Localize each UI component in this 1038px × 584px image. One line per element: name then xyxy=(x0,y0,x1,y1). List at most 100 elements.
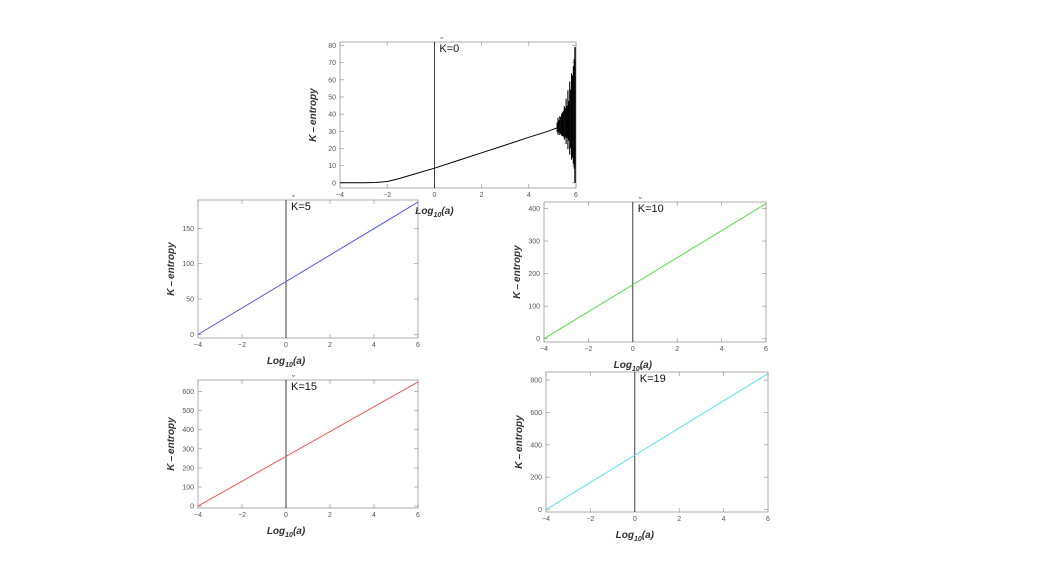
y-tick-label: 80 xyxy=(328,43,336,50)
y-tick-label: 400 xyxy=(182,427,194,434)
y-tick-label: 70 xyxy=(328,60,336,67)
y-axis-label: K – entropy xyxy=(166,242,177,296)
y-tick-label: 200 xyxy=(182,465,194,472)
y-tick-label: 400 xyxy=(530,442,542,449)
chart-panel-k0: 0 10 20 30 40 50 60 70 80 −4 −2 0 2 4 6 K=0 ˇ K – entropy… xyxy=(290,30,590,225)
y-tick-label: 0 xyxy=(190,332,194,339)
x-tick-label: 0 xyxy=(284,512,288,519)
y-tick-label: 0 xyxy=(190,504,194,511)
y-tick-label: 600 xyxy=(530,410,542,417)
plot-annotation: K=0 xyxy=(439,43,459,55)
x-tick-label: 0 xyxy=(284,342,288,349)
plot-frame xyxy=(543,201,767,343)
y-tick-label: 100 xyxy=(528,304,540,311)
y-tick-label: 500 xyxy=(182,408,194,415)
chart-panel-k5: 0 50 100 150 −4 −2 0 2 4 6 K=5 ˇ K – entropy Log10(a) xyxy=(150,190,430,375)
chart-panel-k10: 0 100 200 300 400 −4 −2 0 2 4 6 K=10 ˇ K – entropy Log… xyxy=(496,192,776,377)
x-tick-label: −4 xyxy=(336,192,344,199)
y-tick-label: 200 xyxy=(530,475,542,482)
x-tick-label: 4 xyxy=(372,342,376,349)
series-line xyxy=(197,381,419,507)
x-tick-label: −4 xyxy=(194,342,202,349)
series-oscillation xyxy=(556,47,576,183)
x-tick-label: −4 xyxy=(542,516,550,523)
x-tick-label: −4 xyxy=(194,512,202,519)
y-tick-label: 100 xyxy=(182,484,194,491)
chart-panel-k19: 0 200 400 600 800 −4 −2 0 2 4 6 K=19 ˇ K – entropy Log… xyxy=(498,362,783,547)
x-axis-label: Log10(a) xyxy=(267,356,306,369)
chart-k19-svg: 0 200 400 600 800 −4 −2 0 2 4 6 K=19ˇ K – entropy Log… xyxy=(514,366,770,543)
y-tick-label: 600 xyxy=(182,389,194,396)
x-tick-label: −2 xyxy=(383,192,391,199)
x-tick-label: 4 xyxy=(720,346,724,353)
chart-k0-svg: 0 10 20 30 40 50 60 70 80 −4 −2 0 2 4 6 K=0ˇ K – entropy… xyxy=(308,36,578,219)
x-tick-label: 6 xyxy=(766,516,770,523)
x-tick-label: −2 xyxy=(584,346,592,353)
y-tick-label: 100 xyxy=(182,261,194,268)
y-tick-label: 50 xyxy=(328,94,336,101)
annotation-accent: ˇ xyxy=(292,194,295,204)
plot-frame xyxy=(197,199,419,339)
y-tick-label: 20 xyxy=(328,146,336,153)
x-tick-label: −2 xyxy=(586,516,594,523)
y-tick-label: 150 xyxy=(182,226,194,233)
annotation-accent: ˇ xyxy=(292,374,295,384)
plot-annotation: K=5 xyxy=(291,201,311,213)
series-line xyxy=(197,201,419,335)
x-tick-label: 2 xyxy=(677,516,681,523)
y-tick-label: 200 xyxy=(528,271,540,278)
x-tick-label: 6 xyxy=(574,192,578,199)
plot-frame xyxy=(545,371,769,513)
plot-annotation: K=10 xyxy=(638,203,664,215)
plot-annotation: K=15 xyxy=(291,381,317,393)
y-tick-label: 300 xyxy=(182,446,194,453)
annotation-accent: ˇ xyxy=(641,366,644,376)
x-tick-label: 0 xyxy=(633,516,637,523)
y-tick-label: 50 xyxy=(186,297,194,304)
x-tick-label: 4 xyxy=(722,516,726,523)
x-tick-label: 2 xyxy=(675,346,679,353)
x-tick-label: 6 xyxy=(416,342,420,349)
x-tick-label: −2 xyxy=(238,512,246,519)
chart-k15-svg: 0 100 200 300 400 500 600 −4 −2 0 2 4 6 K=15ˇ K – entr… xyxy=(166,374,420,539)
series-line xyxy=(545,373,769,511)
annotation-accent: ˇ xyxy=(440,36,443,46)
chart-k5-svg: 0 50 100 150 −4 −2 0 2 4 6 K=5ˇ K – entropy Log10(a) xyxy=(166,194,420,369)
y-axis-label: K – entropy xyxy=(308,88,319,142)
x-tick-label: 2 xyxy=(480,192,484,199)
y-axis-label: K – entropy xyxy=(514,415,525,469)
chart-panel-k15: 0 100 200 300 400 500 600 −4 −2 0 2 4 6 K=15 ˇ K – entr… xyxy=(150,368,430,553)
y-tick-label: 0 xyxy=(536,336,540,343)
x-tick-label: 4 xyxy=(527,192,531,199)
x-axis-label: Log10(a) xyxy=(267,526,306,539)
series-line xyxy=(543,203,767,340)
x-axis-label: Log10(a) xyxy=(616,530,655,543)
x-tick-label: 0 xyxy=(432,192,436,199)
x-tick-label: 6 xyxy=(416,512,420,519)
y-tick-label: 0 xyxy=(332,180,336,187)
y-tick-label: 800 xyxy=(530,378,542,385)
y-tick-label: 40 xyxy=(328,112,336,119)
x-tick-label: 2 xyxy=(328,512,332,519)
x-axis-label: Log10(a) xyxy=(614,360,653,373)
plot-frame xyxy=(197,379,419,509)
y-axis-label: K – entropy xyxy=(166,417,177,471)
y-tick-label: 10 xyxy=(328,163,336,170)
y-tick-label: 0 xyxy=(538,507,542,514)
x-tick-label: 4 xyxy=(372,512,376,519)
plot-annotation: K=19 xyxy=(640,373,666,385)
plot-frame xyxy=(339,41,577,189)
y-tick-label: 300 xyxy=(528,239,540,246)
y-tick-label: 60 xyxy=(328,77,336,84)
annotation-accent: ˇ xyxy=(639,196,642,206)
y-tick-label: 400 xyxy=(528,206,540,213)
x-axis-label: Log10(a) xyxy=(415,206,454,219)
x-tick-label: −2 xyxy=(238,342,246,349)
x-tick-label: 6 xyxy=(764,346,768,353)
y-axis-label: K – entropy xyxy=(512,245,523,299)
y-tick-label: 30 xyxy=(328,129,336,136)
x-tick-label: 0 xyxy=(631,346,635,353)
x-tick-label: −4 xyxy=(540,346,548,353)
x-tick-label: 2 xyxy=(328,342,332,349)
